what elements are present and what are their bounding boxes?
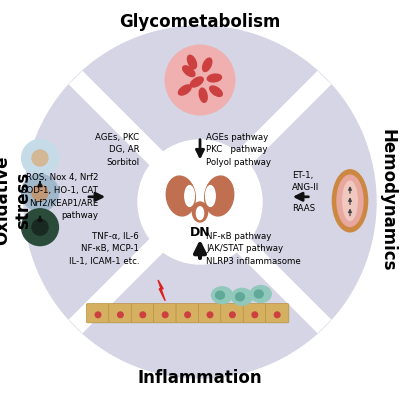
Ellipse shape <box>185 186 194 206</box>
Circle shape <box>162 312 168 318</box>
Text: Inflammation: Inflammation <box>138 369 262 387</box>
Ellipse shape <box>166 176 195 216</box>
Text: RAAS: RAAS <box>292 204 315 213</box>
Ellipse shape <box>254 290 263 298</box>
Text: AGEs pathway
PKC   pathway
Polyol pathway: AGEs pathway PKC pathway Polyol pathway <box>206 133 271 166</box>
Circle shape <box>32 150 48 166</box>
Circle shape <box>22 209 58 246</box>
Ellipse shape <box>183 66 195 76</box>
Ellipse shape <box>210 86 222 96</box>
Ellipse shape <box>192 202 208 222</box>
Circle shape <box>207 312 213 318</box>
Ellipse shape <box>205 176 234 216</box>
Circle shape <box>95 312 101 318</box>
FancyBboxPatch shape <box>198 304 222 323</box>
Ellipse shape <box>236 293 244 301</box>
FancyBboxPatch shape <box>221 304 244 323</box>
Circle shape <box>138 140 262 264</box>
Ellipse shape <box>207 74 222 82</box>
Ellipse shape <box>190 77 203 87</box>
FancyBboxPatch shape <box>243 304 266 323</box>
Circle shape <box>32 185 48 201</box>
FancyBboxPatch shape <box>131 304 154 323</box>
Circle shape <box>252 312 258 318</box>
Circle shape <box>274 312 280 318</box>
FancyBboxPatch shape <box>109 304 132 323</box>
Text: Glycometabolism: Glycometabolism <box>119 13 281 31</box>
Ellipse shape <box>343 181 357 220</box>
Text: Nrf2/KEAP1/ARE
pathway: Nrf2/KEAP1/ARE pathway <box>29 198 98 220</box>
Ellipse shape <box>202 58 212 72</box>
Circle shape <box>32 219 48 235</box>
Polygon shape <box>158 280 165 301</box>
Circle shape <box>165 45 235 115</box>
FancyBboxPatch shape <box>176 304 199 323</box>
FancyBboxPatch shape <box>266 304 289 323</box>
FancyBboxPatch shape <box>86 304 110 323</box>
Text: DN: DN <box>190 226 210 238</box>
Circle shape <box>22 174 58 211</box>
Circle shape <box>185 312 190 318</box>
Circle shape <box>22 140 58 176</box>
Circle shape <box>140 312 146 318</box>
Ellipse shape <box>188 55 196 69</box>
Text: Oxidative
stress: Oxidative stress <box>0 155 32 245</box>
Circle shape <box>24 26 376 378</box>
Ellipse shape <box>212 287 232 304</box>
Ellipse shape <box>250 286 271 302</box>
Ellipse shape <box>206 186 215 206</box>
Ellipse shape <box>216 291 224 299</box>
FancyBboxPatch shape <box>154 304 177 323</box>
Circle shape <box>118 312 123 318</box>
Ellipse shape <box>232 288 252 305</box>
Text: AGEs, PKC
DG, AR
Sorbitol: AGEs, PKC DG, AR Sorbitol <box>95 133 139 166</box>
Text: TNF-α, IL-6
NF-κB, MCP-1
IL-1, ICAM-1 etc.: TNF-α, IL-6 NF-κB, MCP-1 IL-1, ICAM-1 et… <box>69 232 139 266</box>
Text: ROS, Nox 4, Nrf2
SOD-1, HO-1, CAT: ROS, Nox 4, Nrf2 SOD-1, HO-1, CAT <box>21 173 98 195</box>
Ellipse shape <box>332 170 368 232</box>
Ellipse shape <box>337 175 363 226</box>
Text: ET-1,
ANG-II: ET-1, ANG-II <box>292 171 319 192</box>
Text: NF-κB pathway
JAK/STAT pathway
NLRP3 inflammasome: NF-κB pathway JAK/STAT pathway NLRP3 inf… <box>206 232 301 266</box>
Ellipse shape <box>196 207 204 220</box>
Ellipse shape <box>199 88 207 102</box>
Text: Hemodynamics: Hemodynamics <box>378 129 396 271</box>
Circle shape <box>230 312 235 318</box>
Ellipse shape <box>178 85 191 95</box>
